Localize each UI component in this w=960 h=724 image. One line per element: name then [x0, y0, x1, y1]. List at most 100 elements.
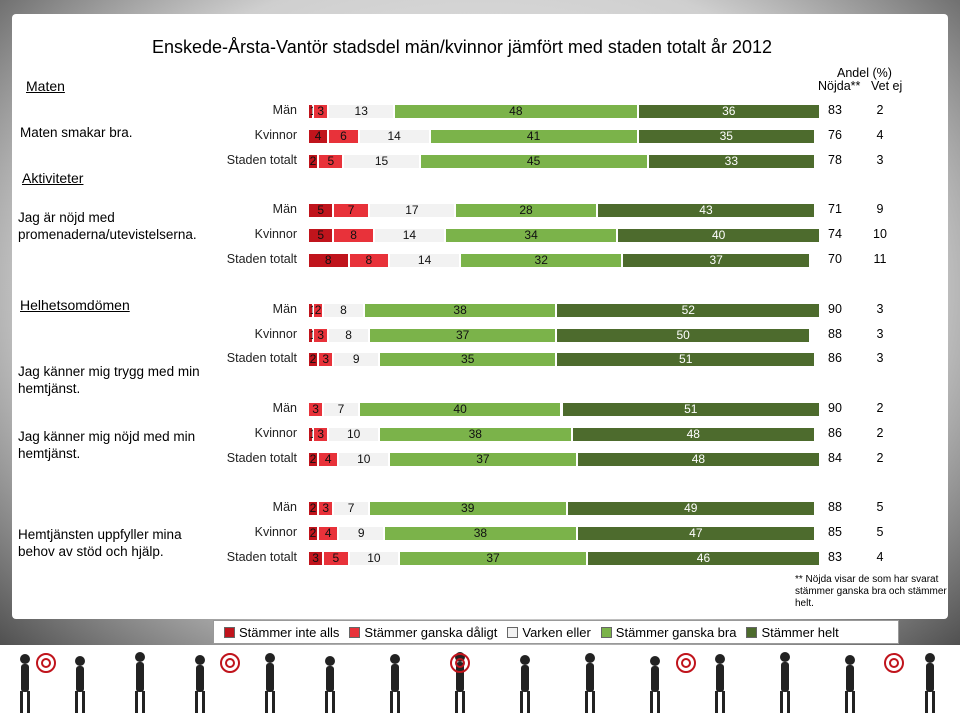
bar-value-label: 48	[686, 427, 700, 441]
bar-value-label: 33	[724, 154, 739, 168]
bar-segment	[313, 427, 329, 442]
bar-value-label: 3	[317, 427, 325, 441]
walking-people-banner	[0, 645, 960, 719]
bar-value-label: 48	[691, 452, 706, 466]
header-andel: Andel (%)	[837, 66, 892, 80]
bar-segment	[338, 452, 390, 467]
group-label: Kvinnor	[254, 525, 297, 539]
bar-value-label: 14	[387, 129, 401, 143]
nojda-value: 76	[828, 128, 842, 142]
question-4: Jag känner mig nöjd med min hemtjänst.	[18, 429, 196, 461]
bar-value-label: 5	[317, 228, 325, 242]
bar-segment	[318, 452, 339, 467]
bar-segment	[333, 203, 369, 218]
question-3: Jag känner mig trygg med min hemtjänst.	[18, 364, 200, 396]
bar-segment	[368, 328, 557, 343]
nojda-value: 86	[828, 351, 842, 365]
bar-value-label: 3	[317, 328, 325, 342]
bar-value-label: 7	[337, 402, 345, 416]
bar-value-label: 32	[534, 253, 548, 267]
bar-segment	[576, 526, 815, 541]
vetej-value: 9	[876, 202, 884, 216]
nojda-value: 88	[828, 327, 842, 341]
bar-segment	[323, 402, 359, 417]
nojda-value: 78	[828, 153, 842, 167]
bar-value-label: 10	[367, 551, 381, 565]
bar-value-label: 2	[309, 452, 317, 466]
nojda-value: 85	[828, 525, 842, 539]
nojda-value: 90	[828, 401, 842, 415]
bar-segment	[308, 154, 319, 169]
bar-segment	[318, 352, 334, 367]
bar-segment	[561, 402, 821, 417]
bar-segment	[647, 154, 815, 169]
nojda-value: 84	[828, 451, 842, 465]
bar-segment	[556, 303, 821, 318]
legend-swatch	[349, 626, 361, 638]
bar-value-label: 35	[719, 129, 733, 143]
bar-value-label: 8	[350, 228, 357, 242]
bar-segment	[328, 427, 379, 442]
legend-swatch	[224, 626, 235, 638]
bar-value-label: 48	[509, 104, 523, 118]
bar-segment	[318, 501, 334, 516]
bar-value-label: 46	[696, 551, 711, 565]
bar-segment	[586, 551, 821, 566]
nojda-value: 83	[828, 103, 842, 117]
question-2: Jag är nöjd med promenaderna/utevistelse…	[18, 210, 197, 242]
legend-label: Stämmer inte alls	[239, 624, 340, 640]
bar-value-label: 17	[405, 203, 419, 217]
nojda-value: 83	[828, 550, 842, 564]
people-silhouettes-icon	[20, 652, 935, 713]
vetej-value: 2	[876, 426, 884, 440]
group-label: Män	[272, 202, 297, 216]
section-aktiviteter: Aktiviteter	[22, 170, 84, 186]
bar-value-label: 38	[453, 303, 467, 317]
header-vetej: Vet ej	[871, 79, 903, 93]
bar-segment	[308, 253, 349, 268]
bar-value-label: 5	[332, 551, 340, 565]
bar-segment	[637, 104, 821, 119]
bar-segment	[419, 154, 648, 169]
legend-swatch	[600, 626, 612, 638]
bar-value-label: 1	[310, 328, 317, 343]
legend-label: Stämmer helt	[761, 624, 839, 640]
bar-value-label: 50	[676, 328, 690, 342]
header-nojda: Nöjda**	[818, 79, 861, 93]
bar-segment	[308, 452, 319, 467]
bar-value-label: 14	[417, 253, 432, 267]
bar-segment	[556, 328, 810, 343]
group-label: Staden totalt	[226, 153, 297, 167]
bar-value-label: 4	[324, 452, 332, 466]
group-label: Staden totalt	[226, 351, 297, 365]
bar-segment	[384, 526, 577, 541]
bar-value-label: 37	[709, 253, 723, 267]
group-label: Kvinnor	[254, 227, 297, 241]
group-label: Män	[272, 302, 297, 316]
bar-value-label: 9	[352, 352, 360, 366]
bar-segment	[333, 352, 379, 367]
bar-segment	[373, 228, 445, 243]
group-label: Män	[272, 103, 297, 117]
bar-segment	[313, 303, 324, 318]
bar-value-label: 3	[312, 551, 319, 565]
nojda-value: 86	[828, 426, 842, 440]
legend-item: Stämmer ganska dåligt	[349, 625, 497, 640]
legend-swatch	[746, 626, 758, 638]
nojda-value: 90	[828, 302, 842, 316]
bar-segment	[596, 203, 815, 218]
vetej-value: 4	[876, 128, 884, 142]
group-label: Staden totalt	[226, 451, 297, 465]
bar-value-label: 2	[314, 303, 322, 317]
vetej-value: 2	[876, 401, 884, 415]
vetej-value: 3	[876, 351, 884, 365]
bar-segment	[308, 129, 329, 144]
bar-value-label: 2	[309, 352, 317, 366]
legend-label: Stämmer ganska bra	[615, 624, 737, 640]
bar-segment	[308, 427, 314, 442]
bar-value-label: 40	[453, 402, 467, 416]
bar-segment	[323, 551, 349, 566]
bar-segment	[348, 253, 390, 268]
bar-segment	[622, 253, 810, 268]
vetej-value: 2	[876, 451, 884, 465]
